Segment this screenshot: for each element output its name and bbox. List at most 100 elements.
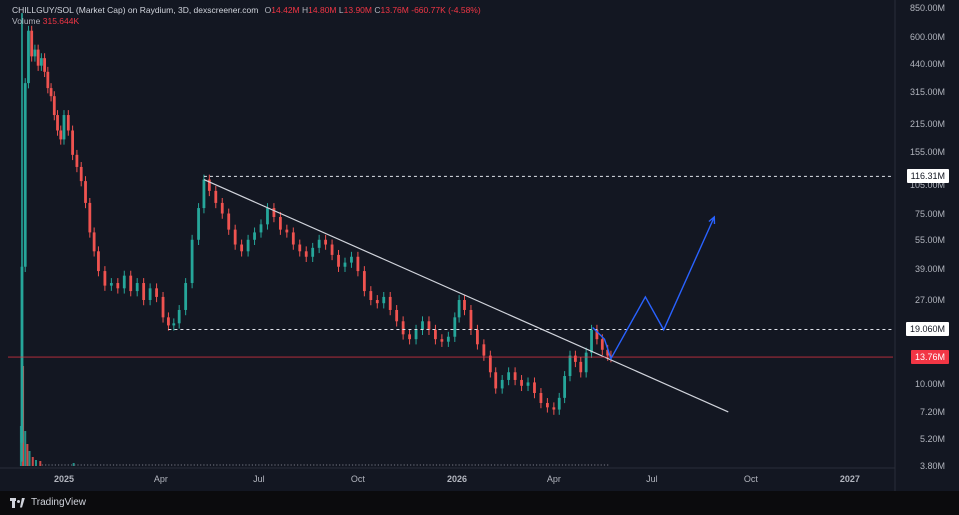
- volume-bar: [219, 464, 221, 466]
- volume-bar: [28, 451, 31, 466]
- volume-bar: [571, 464, 573, 466]
- x-tick-label: Oct: [350, 474, 365, 484]
- candle-body: [557, 397, 561, 410]
- volume-bar: [523, 464, 525, 466]
- candle-body: [253, 232, 256, 240]
- candle-body: [595, 329, 599, 340]
- volume-bar: [96, 464, 98, 466]
- y-tick-label: 39.00M: [914, 263, 945, 274]
- candle-body: [116, 283, 120, 289]
- candle-body: [56, 115, 59, 131]
- candle-body: [401, 321, 405, 335]
- volume-bar: [351, 464, 354, 466]
- volume-bar: [510, 464, 512, 466]
- volume-bar: [506, 464, 509, 466]
- last-price-tag: 13.76M: [910, 350, 949, 365]
- y-tick-label: 215.00M: [909, 119, 945, 130]
- candle-body: [600, 339, 604, 350]
- volume-bar: [232, 464, 234, 466]
- volume-bar: [545, 464, 547, 466]
- volume-bar: [377, 464, 379, 466]
- volume-bar: [303, 464, 305, 466]
- candle-body: [539, 393, 543, 403]
- y-tick-label: 440.00M: [909, 58, 945, 69]
- plot-background: [0, 0, 959, 491]
- volume-bar: [267, 464, 270, 466]
- volume-bar: [594, 464, 596, 466]
- volume-bar: [200, 464, 202, 466]
- candle-body: [350, 256, 353, 263]
- volume-bar: [358, 464, 360, 466]
- volume-bar: [600, 464, 602, 466]
- volume-bar: [225, 464, 228, 466]
- candle-body: [579, 361, 583, 373]
- candle-body: [388, 296, 392, 310]
- volume-bar: [558, 464, 560, 466]
- volume-bar: [319, 464, 321, 466]
- candle-body: [375, 300, 379, 304]
- candle-body: [49, 88, 53, 97]
- candle-body: [311, 247, 315, 257]
- candle-body: [463, 300, 466, 310]
- volume-bar: [390, 464, 392, 466]
- volume-bar: [135, 464, 137, 466]
- volume-bar: [87, 464, 89, 466]
- candle-body: [494, 372, 498, 389]
- legend-volume-key: Volume: [12, 16, 41, 26]
- volume-bar: [487, 464, 489, 466]
- volume-bar: [258, 464, 260, 466]
- volume-bar: [45, 464, 47, 466]
- volume-bar: [72, 463, 75, 466]
- volume-bar: [187, 464, 189, 466]
- volume-bar: [99, 464, 102, 466]
- candle-body: [317, 239, 321, 248]
- volume-bar: [132, 464, 134, 466]
- candle-body: [343, 262, 347, 267]
- volume-bar: [203, 464, 205, 466]
- volume-bar: [371, 464, 373, 466]
- volume-bar: [455, 464, 457, 466]
- candle-body: [513, 372, 517, 380]
- candle-body: [23, 83, 27, 267]
- volume-bar: [280, 464, 283, 466]
- legend-high-key: H: [302, 5, 309, 15]
- candle-body: [324, 239, 328, 245]
- candle-body: [488, 355, 492, 373]
- candle-body: [161, 296, 165, 318]
- volume-bar: [242, 464, 244, 466]
- y-tick-label: 600.00M: [909, 32, 945, 43]
- candle-body: [552, 407, 556, 410]
- volume-bar: [180, 464, 182, 466]
- candle-body: [573, 355, 577, 362]
- volume-bar: [48, 464, 50, 466]
- candle-body: [446, 336, 450, 342]
- candle-body: [337, 254, 340, 267]
- volume-bar: [526, 464, 528, 466]
- candle-body: [356, 256, 360, 272]
- volume-bar: [58, 464, 60, 466]
- tradingview-logo[interactable]: TradingView: [10, 497, 86, 508]
- volume-bar: [251, 464, 253, 466]
- volume-bar: [578, 464, 580, 466]
- volume-bar: [339, 464, 341, 466]
- volume-bar: [516, 464, 518, 466]
- candle-body: [395, 309, 399, 322]
- candle-body: [278, 216, 282, 230]
- volume-bar: [422, 464, 425, 466]
- candle-body: [66, 115, 70, 131]
- footer-bar: [0, 491, 959, 515]
- volume-bar: [306, 464, 308, 466]
- candle-body: [427, 321, 431, 330]
- volume-bar: [384, 464, 386, 466]
- volume-bar: [264, 464, 266, 466]
- volume-bar: [41, 464, 44, 466]
- candle-body: [214, 190, 218, 203]
- volume-bar: [183, 464, 186, 466]
- volume-bar: [164, 464, 166, 466]
- volume-bar: [529, 464, 531, 466]
- volume-bar: [213, 464, 215, 466]
- volume-bar: [209, 464, 212, 466]
- candle-body: [272, 208, 276, 217]
- volume-bar: [93, 464, 95, 466]
